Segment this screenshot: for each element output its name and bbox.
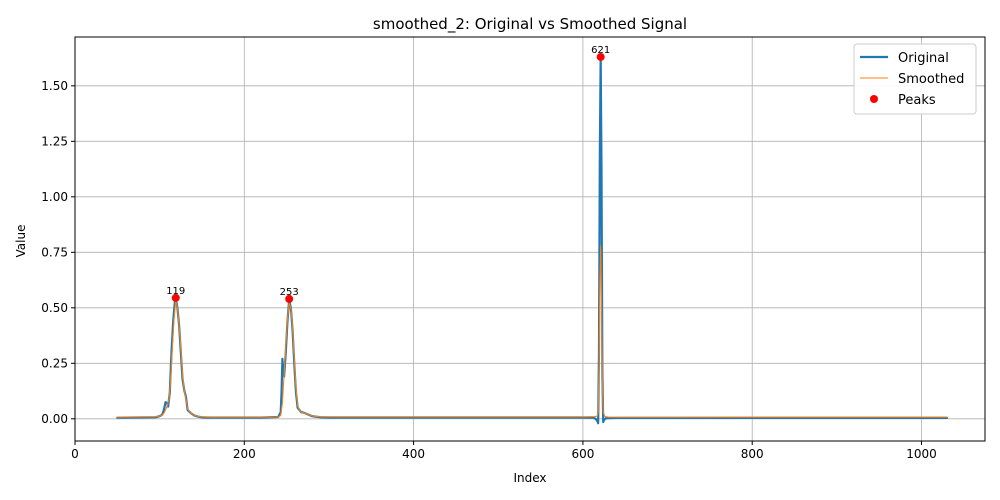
x-tick-label: 400 bbox=[402, 447, 425, 461]
y-tick-label: 0.75 bbox=[41, 245, 68, 259]
series-layer bbox=[116, 52, 949, 425]
y-axis: 0.00 0.25 0.50 0.75 1.00 1.25 1.50 bbox=[41, 79, 75, 426]
x-tick-label: 600 bbox=[571, 447, 594, 461]
legend-label-original: Original bbox=[898, 51, 949, 66]
peak-marker bbox=[596, 52, 605, 61]
y-tick-label: 1.50 bbox=[41, 79, 68, 93]
peak-marker bbox=[285, 294, 294, 303]
legend-label-smoothed: Smoothed bbox=[898, 72, 964, 87]
x-tick-label: 1000 bbox=[906, 447, 937, 461]
legend-box bbox=[853, 43, 977, 115]
plot-background bbox=[75, 37, 985, 441]
peak-label: 253 bbox=[280, 287, 299, 298]
plot-area: 119 253 621 bbox=[74, 36, 986, 442]
x-tick-label: 0 bbox=[71, 447, 79, 461]
series-line-smoothed bbox=[116, 245, 948, 418]
chart-title: smoothed_2: Original vs Smoothed Signal bbox=[373, 15, 687, 34]
y-tick-label: 1.00 bbox=[41, 190, 68, 204]
y-tick-label: 0.00 bbox=[41, 412, 68, 426]
x-tick-label: 800 bbox=[741, 447, 764, 461]
peak-marker bbox=[171, 293, 180, 302]
peak-label: 119 bbox=[166, 286, 185, 297]
peak-label: 621 bbox=[591, 45, 610, 56]
x-axis-title: Index bbox=[513, 471, 546, 485]
x-axis: 0 200 400 600 800 1000 bbox=[71, 441, 937, 461]
y-axis-title: Value bbox=[14, 225, 28, 258]
y-tick-label: 0.50 bbox=[41, 301, 68, 315]
peak-labels: 119 253 621 bbox=[166, 45, 610, 298]
y-tick-label: 0.25 bbox=[41, 356, 68, 370]
y-tick-label: 1.25 bbox=[41, 134, 68, 148]
axes-frame bbox=[74, 36, 986, 442]
x-tick-label: 200 bbox=[233, 447, 256, 461]
legend-label-peaks: Peaks bbox=[898, 93, 936, 108]
grid bbox=[75, 37, 985, 441]
legend-marker-peaks bbox=[870, 95, 878, 103]
legend: Original Smoothed Peaks bbox=[853, 43, 977, 115]
